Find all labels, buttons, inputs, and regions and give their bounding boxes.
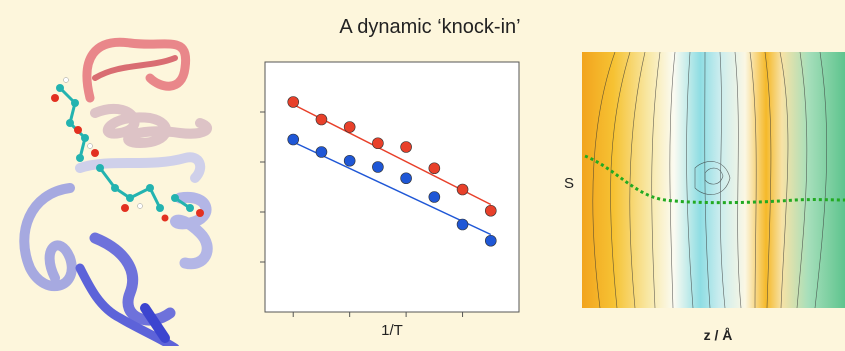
- surface-area: [582, 52, 845, 308]
- data-point-series1-3: [372, 161, 384, 173]
- ribbon-right-helix: [170, 191, 213, 270]
- contour-lines: [592, 52, 828, 308]
- x-axis-label: 1/T: [381, 322, 403, 339]
- ribbon-top-strand: [92, 55, 178, 81]
- data-point-series1-2: [343, 154, 356, 167]
- ribbon-upper-helix: [90, 103, 212, 148]
- surface-x-axis-label: z / Å: [704, 327, 733, 343]
- y-axis-label: ln k: [255, 175, 256, 198]
- ligand-molecules: [51, 77, 204, 222]
- data-point-series0-7: [484, 204, 497, 217]
- data-point-series0-1: [315, 113, 328, 126]
- data-point-series1-6: [456, 218, 469, 231]
- free-energy-surface-heatmap: S z / Å: [555, 48, 845, 346]
- ribbon-bottom-tail: [140, 303, 170, 343]
- data-point-series0-5: [428, 162, 441, 175]
- ribbon-middle: [75, 152, 206, 183]
- data-point-series1-7: [484, 234, 497, 247]
- data-point-series0-3: [372, 137, 384, 150]
- plot-area: [264, 61, 520, 313]
- data-point-series0-6: [456, 183, 469, 196]
- data-point-series1-0: [287, 133, 300, 146]
- data-point-series0-2: [343, 121, 356, 133]
- data-point-series1-1: [315, 146, 328, 158]
- figure-title: A dynamic ‘knock-in’: [339, 16, 521, 38]
- protein-structure-illustration: [0, 18, 230, 351]
- ln-k-vs-inverse-t-chart: 1/T ln k: [240, 48, 545, 346]
- data-point-series0-0: [287, 96, 300, 108]
- surface-y-axis-label: S: [564, 175, 574, 192]
- ribbon-top-loop: [82, 37, 191, 103]
- data-point-series1-5: [428, 191, 441, 203]
- fit-line-1: [292, 141, 492, 236]
- ribbon-left-loop: [19, 183, 77, 291]
- data-point-series1-4: [400, 172, 412, 185]
- data-point-series0-4: [400, 141, 412, 153]
- ribbon-bottom-strand: [75, 263, 180, 351]
